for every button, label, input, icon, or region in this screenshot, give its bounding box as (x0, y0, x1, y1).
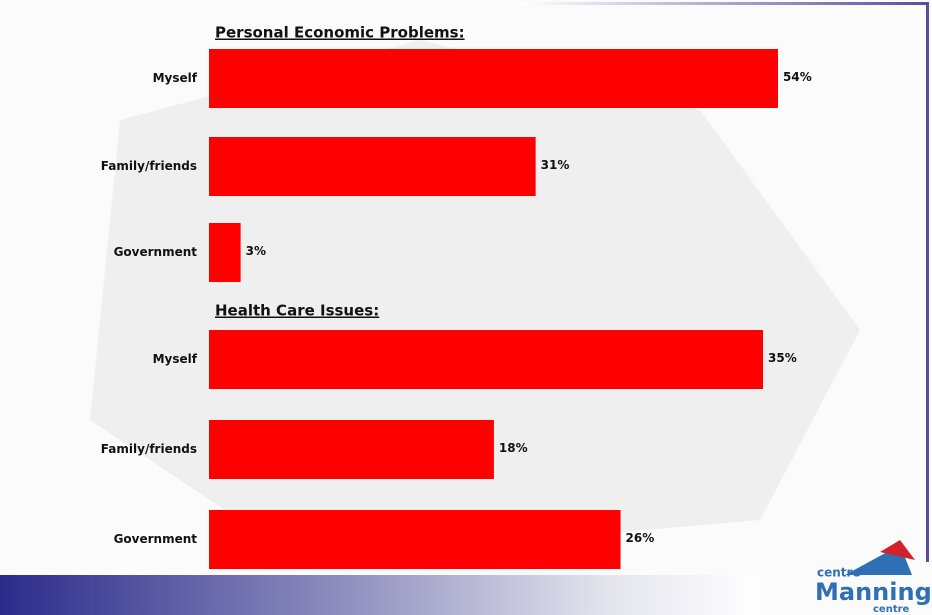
bar (209, 420, 494, 479)
category-label: Family/friends (101, 442, 197, 456)
bar (209, 223, 241, 282)
chart-title: Health Care Issues: (215, 302, 379, 320)
logo-name: Manning (815, 578, 932, 606)
bar (209, 510, 621, 569)
value-label: 31% (541, 158, 570, 172)
right-border (926, 2, 929, 562)
category-label: Government (114, 245, 198, 259)
top-border (520, 2, 928, 5)
chart-title: Personal Economic Problems: (215, 24, 465, 42)
value-label: 26% (626, 531, 655, 545)
logo: centre Manning centre (815, 540, 932, 615)
category-label: Myself (153, 352, 198, 366)
bottom-band (0, 575, 760, 615)
logo-bottom: centre (873, 604, 910, 615)
logo-top: centre (817, 566, 861, 580)
value-label: 18% (499, 441, 528, 455)
value-label: 54% (783, 70, 812, 84)
value-label: 35% (768, 351, 797, 365)
category-label: Myself (153, 71, 198, 85)
category-label: Family/friends (101, 159, 197, 173)
category-label: Government (114, 532, 198, 546)
bar (209, 49, 778, 108)
bar (209, 137, 536, 196)
value-label: 3% (246, 244, 266, 258)
bar (209, 330, 763, 389)
logo-leaf (880, 540, 915, 560)
